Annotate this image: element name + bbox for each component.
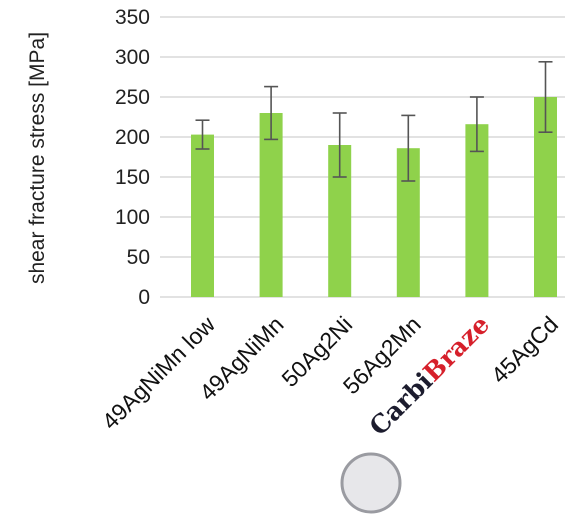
y-tick-label: 200 xyxy=(115,126,150,149)
x-category-label: 49AgNiMn low xyxy=(97,311,221,435)
bar-3 xyxy=(396,148,420,297)
bar-5 xyxy=(534,97,557,297)
y-tick-label: 50 xyxy=(127,246,150,269)
gridlines xyxy=(160,16,565,298)
error-bar-3 xyxy=(401,114,416,182)
error-bar-5 xyxy=(538,60,553,133)
y-tick-label: 100 xyxy=(115,206,150,229)
error-bar-4 xyxy=(469,96,484,153)
y-tick-label: 350 xyxy=(115,6,150,29)
bar-2 xyxy=(328,145,352,297)
x-category-label: 45AgCd xyxy=(486,311,563,388)
y-tick-label: 150 xyxy=(115,166,150,189)
y-tick-label: 250 xyxy=(115,86,150,109)
bar-0 xyxy=(191,134,214,297)
bars xyxy=(191,97,557,297)
y-tick-label: 300 xyxy=(115,46,150,69)
error-bar-2 xyxy=(332,112,347,178)
bar-4 xyxy=(465,124,489,297)
error-bars xyxy=(195,60,553,182)
y-tick-label: 0 xyxy=(138,286,150,309)
bar-1 xyxy=(259,113,283,297)
y-axis-label: shear fracture stress [MPa] xyxy=(26,32,49,284)
x-axis-categories: 49AgNiMn low49AgNiMn50Ag2Ni56Ag2MnCarbiB… xyxy=(97,310,563,441)
error-bar-1 xyxy=(264,85,279,141)
magnifier-cursor xyxy=(340,452,402,514)
x-category-label: CarbiBraze xyxy=(364,310,495,441)
error-bar-0 xyxy=(195,119,210,150)
y-axis-ticks: 0 50 100 150 200 250 300 350 xyxy=(115,6,150,309)
